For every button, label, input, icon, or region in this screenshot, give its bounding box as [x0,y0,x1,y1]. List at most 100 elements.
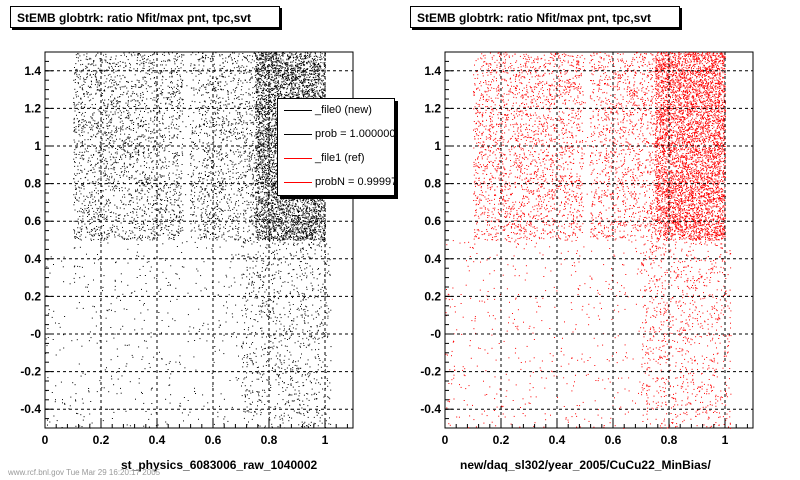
data-point [222,210,224,212]
data-point [75,94,77,96]
data-point [310,209,312,211]
data-point [168,187,169,189]
data-point [318,220,320,222]
data-point [301,222,303,224]
data-point [238,223,240,225]
data-point [264,143,266,145]
data-point [219,172,220,174]
data-point [255,111,257,113]
data-point [121,120,123,122]
data-point [118,214,120,216]
data-point [275,238,277,239]
data-point [154,217,156,219]
data-point [222,76,224,78]
data-point [208,175,210,177]
data-point [252,150,254,152]
data-point [303,78,305,80]
data-point [259,202,261,204]
data-point [125,155,127,156]
data-point [255,207,257,209]
data-point [318,68,320,70]
data-point [115,156,117,158]
data-point [269,94,271,96]
data-point [287,64,289,66]
data-point [199,58,201,60]
data-point [230,124,232,126]
data-point [203,202,205,204]
data-point [255,53,256,55]
data-point [230,140,232,142]
data-point [292,199,294,201]
data-point [309,230,311,232]
data-point [178,204,179,206]
data-point [289,92,291,94]
data-point [310,96,312,98]
data-point [107,230,109,231]
data-point [243,227,245,229]
data-point [263,207,265,209]
data-point [272,164,273,166]
data-point [222,139,224,141]
data-point [204,158,206,159]
data-point [237,132,239,134]
data-point [261,66,263,68]
data-point [256,79,258,80]
data-point [96,89,98,91]
data-point [275,122,277,124]
data-point [130,163,132,165]
data-point [91,222,93,223]
data-point [91,169,92,171]
data-point [225,224,226,226]
data-point [227,94,229,95]
data-point [270,79,272,81]
data-point [278,86,280,88]
data-point [150,152,152,153]
data-point [92,202,94,203]
data-point [161,214,163,216]
data-point [266,135,267,137]
data-point [119,174,121,176]
data-point [142,134,144,136]
data-point [309,232,311,233]
data-point [251,154,253,156]
data-point [210,218,212,219]
data-point [288,74,290,76]
data-point [285,75,287,77]
data-point [324,73,326,75]
data-point [163,139,165,141]
data-point [250,195,252,197]
data-point [285,81,287,83]
data-point [124,54,125,56]
data-point [134,151,136,153]
data-point [257,91,259,93]
data-point [264,154,266,156]
data-point [199,234,201,236]
data-point [304,205,306,207]
data-point [101,234,103,236]
data-point [271,93,273,95]
data-point [81,127,83,129]
data-point [154,208,156,210]
data-point [260,74,262,75]
data-point [169,99,171,101]
data-point [249,119,251,121]
data-point [99,111,101,113]
data-point [296,228,298,230]
data-point [233,182,235,184]
data-point [130,211,132,213]
data-point [255,146,257,148]
data-point [204,150,205,152]
data-point [307,211,309,213]
data-point [292,54,294,56]
data-point [268,140,270,142]
data-point [92,235,94,237]
data-point [297,239,299,241]
data-point [265,195,267,197]
data-point [264,125,266,127]
data-point [289,74,291,76]
data-point [84,151,86,153]
data-point [97,163,99,164]
data-point [281,78,283,80]
data-point [254,75,256,76]
data-point [316,91,318,93]
